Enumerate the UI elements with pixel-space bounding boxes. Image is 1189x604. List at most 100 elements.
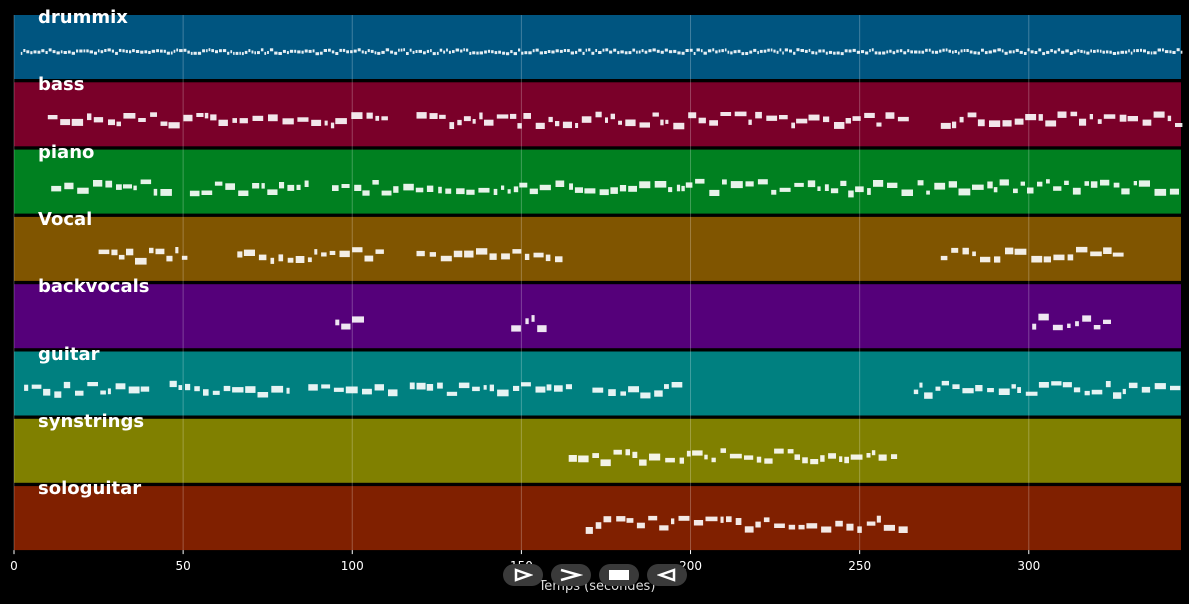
note <box>1119 114 1127 122</box>
note <box>617 51 620 55</box>
note <box>823 116 830 123</box>
note <box>749 50 753 54</box>
note <box>918 50 921 54</box>
note <box>796 48 800 52</box>
note <box>975 385 983 392</box>
note <box>836 51 840 55</box>
note <box>115 383 126 390</box>
note <box>252 183 260 189</box>
track-piano <box>14 149 1181 214</box>
note <box>330 122 335 129</box>
note <box>1020 181 1025 186</box>
note <box>1157 48 1161 52</box>
note <box>116 121 121 127</box>
note <box>439 48 443 52</box>
note <box>498 50 501 54</box>
note <box>354 184 362 191</box>
note <box>1091 389 1103 395</box>
note <box>648 515 658 521</box>
note <box>1096 49 1099 53</box>
note <box>817 186 821 191</box>
note <box>850 454 863 460</box>
note <box>613 449 622 455</box>
note <box>628 51 632 55</box>
note <box>258 254 267 261</box>
note <box>547 50 551 53</box>
note <box>659 525 669 531</box>
note <box>436 51 439 55</box>
note <box>969 50 973 54</box>
note <box>724 48 727 52</box>
note <box>656 49 660 53</box>
note <box>1150 51 1153 55</box>
note <box>676 184 681 192</box>
note <box>910 50 913 54</box>
note <box>1133 49 1136 53</box>
note <box>308 384 318 391</box>
note <box>252 115 264 121</box>
notes-bass <box>47 111 1183 130</box>
note <box>1053 186 1062 191</box>
note <box>1113 182 1120 188</box>
note <box>438 186 442 194</box>
track-Vocal <box>14 216 1181 281</box>
note <box>86 49 89 53</box>
note <box>132 49 135 53</box>
note <box>507 189 511 194</box>
note <box>712 48 715 52</box>
note <box>1075 321 1079 327</box>
note <box>506 52 510 56</box>
note <box>315 52 319 56</box>
track-label-Vocal: Vocal <box>38 208 93 230</box>
forward-button[interactable] <box>551 564 591 586</box>
note <box>808 114 820 121</box>
note <box>487 49 491 53</box>
note <box>1154 383 1166 390</box>
note <box>821 526 832 533</box>
note <box>218 119 228 126</box>
note <box>93 180 103 187</box>
note <box>585 48 588 52</box>
note <box>730 181 743 189</box>
stop-button[interactable] <box>599 564 639 586</box>
note <box>345 386 358 394</box>
note <box>140 179 152 185</box>
play-button[interactable] <box>503 564 543 586</box>
note <box>1141 386 1151 393</box>
note <box>705 516 718 522</box>
note <box>628 386 639 393</box>
note <box>925 48 928 52</box>
rewind-icon <box>657 568 676 582</box>
note <box>381 190 392 196</box>
note <box>939 49 942 53</box>
note <box>988 50 992 54</box>
note <box>403 183 414 191</box>
note <box>726 516 732 523</box>
note <box>972 184 984 190</box>
note <box>128 386 140 394</box>
note <box>882 51 886 55</box>
note <box>532 49 535 53</box>
note <box>1014 248 1027 255</box>
track-label-drummix: drummix <box>38 7 128 28</box>
note <box>755 521 761 528</box>
note <box>104 49 107 52</box>
note <box>1025 114 1037 121</box>
track-label-backvocals: backvocals <box>38 276 150 298</box>
note <box>1014 118 1024 125</box>
note <box>151 49 156 53</box>
note <box>235 51 239 55</box>
note <box>352 247 363 253</box>
note <box>962 388 974 394</box>
note <box>52 50 56 54</box>
note <box>1120 50 1124 54</box>
rewind-button[interactable] <box>647 564 687 586</box>
note <box>756 456 762 463</box>
note <box>807 180 816 188</box>
note <box>931 50 934 54</box>
note <box>696 48 700 52</box>
note <box>977 51 980 55</box>
note <box>822 49 825 53</box>
note <box>1038 313 1049 321</box>
note <box>45 51 48 54</box>
